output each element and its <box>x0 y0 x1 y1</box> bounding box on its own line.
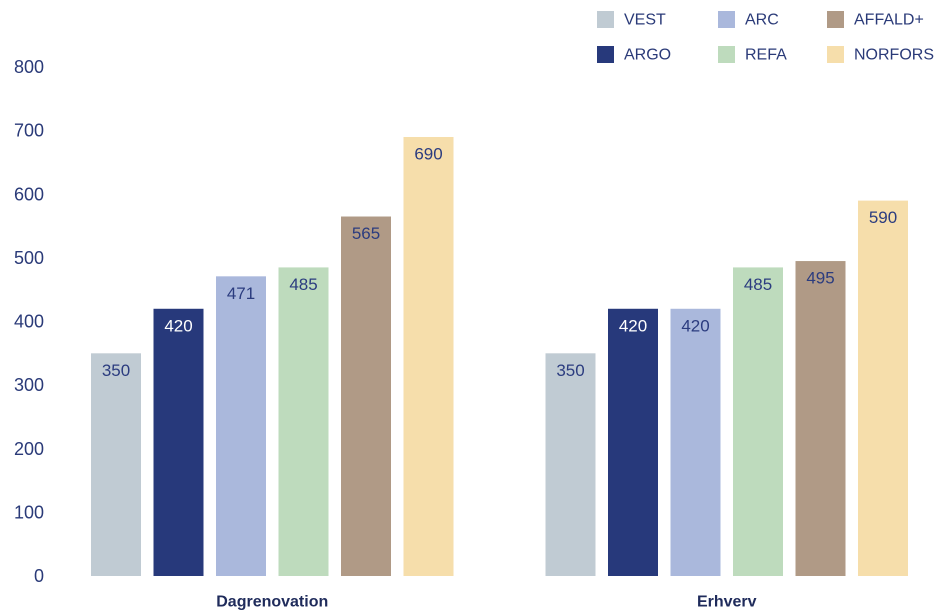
bar-affald-plus-erhverv <box>795 261 846 576</box>
bar-norfors-erhverv <box>858 200 908 577</box>
y-tick-label-300: 300 <box>14 375 44 395</box>
legend-swatch-norfors <box>827 46 844 63</box>
y-tick-label-400: 400 <box>14 312 44 332</box>
y-tick-label-800: 800 <box>14 57 44 77</box>
legend-swatch-refa <box>718 46 735 63</box>
legend-label-affald-plus: AFFALD+ <box>854 12 924 29</box>
x-tick-label-dagrenovation: Dagrenovation <box>216 594 328 611</box>
legend-swatch-arc <box>718 11 735 28</box>
x-axis: Dagrenovation Erhverv <box>216 594 756 611</box>
y-tick-label-500: 500 <box>14 248 44 268</box>
data-label-arc-erhverv: 420 <box>681 316 709 335</box>
x-tick-label-erhverv: Erhverv <box>697 594 757 611</box>
data-label-norfors-erhverv: 590 <box>869 208 897 227</box>
legend-label-argo: ARGO <box>624 47 671 64</box>
bar-argo-erhverv <box>608 308 658 576</box>
y-tick-label-600: 600 <box>14 184 44 204</box>
legend-label-vest: VEST <box>624 12 666 29</box>
y-axis: 0 100 200 300 400 500 600 700 800 <box>14 57 44 586</box>
legend: VEST ARGO ARC REFA AFFALD+ NORFORS <box>597 11 934 64</box>
bar-norfors-dagrenovation <box>403 136 454 577</box>
y-tick-label-200: 200 <box>14 439 44 459</box>
data-label-arc-dagrenovation: 471 <box>227 284 255 303</box>
bar-affald-plus-dagrenovation <box>341 216 391 577</box>
data-label-argo-dagrenovation: 420 <box>164 316 192 335</box>
bars <box>91 136 908 577</box>
legend-label-norfors: NORFORS <box>854 47 934 64</box>
bar-refa-erhverv <box>733 267 783 576</box>
legend-swatch-affald-plus <box>827 11 844 28</box>
bar-refa-dagrenovation <box>278 267 329 576</box>
bar-argo-dagrenovation <box>153 308 204 576</box>
data-label-affald-plus-erhverv: 495 <box>806 269 834 288</box>
y-tick-label-100: 100 <box>14 502 44 522</box>
data-label-affald-plus-dagrenovation: 565 <box>352 224 380 243</box>
data-label-refa-dagrenovation: 485 <box>289 275 317 294</box>
data-labels: 350 420 471 485 565 690 350 420 420 485 495 590 <box>102 144 897 379</box>
bar-arc-erhverv <box>670 308 721 576</box>
legend-label-arc: ARC <box>745 12 779 29</box>
legend-swatch-argo <box>597 46 614 63</box>
data-label-norfors-dagrenovation: 690 <box>414 144 442 163</box>
bar-arc-dagrenovation <box>216 276 266 576</box>
data-label-refa-erhverv: 485 <box>744 275 772 294</box>
legend-label-refa: REFA <box>745 47 787 64</box>
y-tick-label-700: 700 <box>14 121 44 141</box>
data-label-argo-erhverv: 420 <box>619 316 647 335</box>
data-label-vest-erhverv: 350 <box>556 361 584 380</box>
bar-vest-dagrenovation <box>91 353 141 576</box>
data-label-vest-dagrenovation: 350 <box>102 361 130 380</box>
legend-swatch-vest <box>597 11 614 28</box>
bar-vest-erhverv <box>545 353 596 576</box>
y-tick-label-0: 0 <box>34 566 44 586</box>
